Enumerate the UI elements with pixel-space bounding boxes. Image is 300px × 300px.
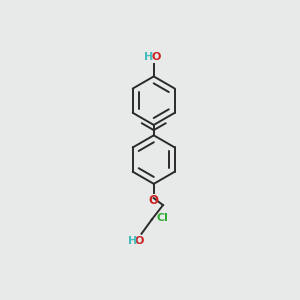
Text: O: O [152, 52, 161, 62]
Text: O: O [149, 194, 159, 207]
Text: H: H [144, 52, 153, 62]
Text: H: H [128, 236, 137, 246]
Text: Cl: Cl [156, 213, 168, 223]
Text: O: O [134, 236, 144, 246]
